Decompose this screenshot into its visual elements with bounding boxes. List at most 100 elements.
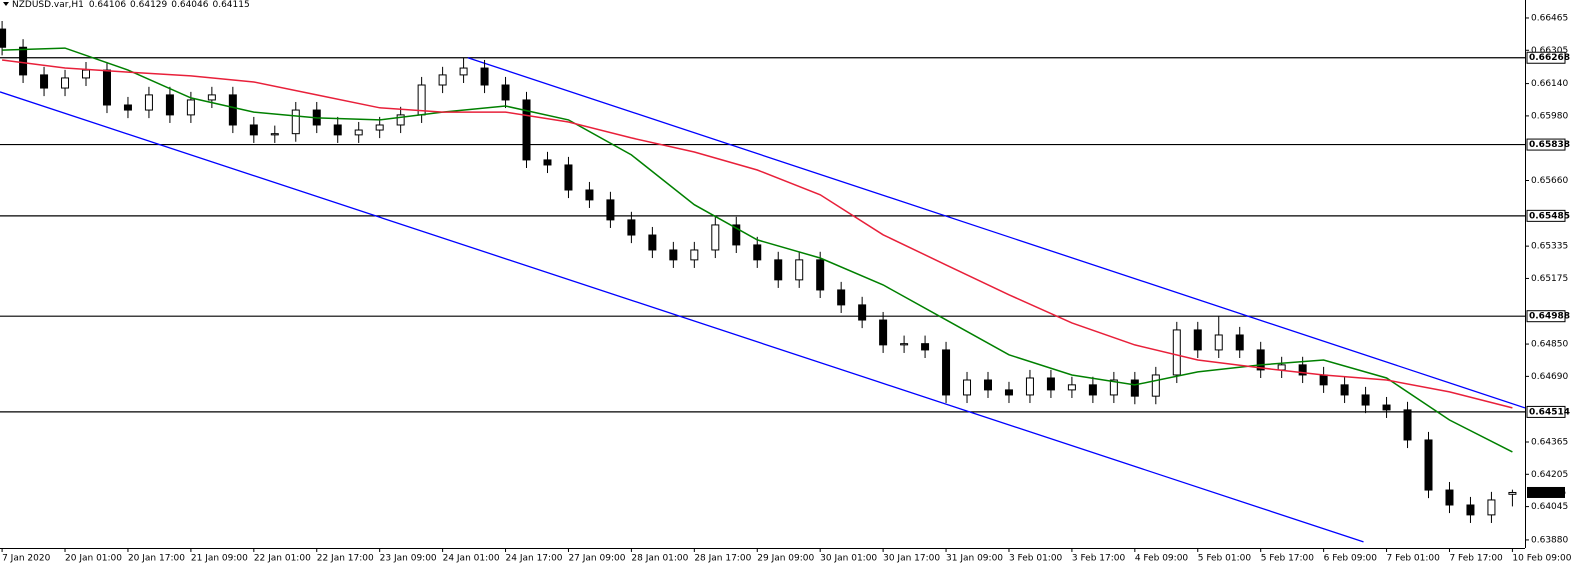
x-tick-label: 30 Jan 01:00 xyxy=(820,554,877,564)
candle-body xyxy=(438,74,447,86)
moving-average xyxy=(2,47,1513,453)
x-tick-label: 28 Jan 17:00 xyxy=(694,554,751,564)
level-label: 0.65485 xyxy=(1529,211,1570,221)
candle-body xyxy=(1298,364,1307,376)
candle-body xyxy=(1319,374,1328,386)
candle-body xyxy=(1088,384,1097,396)
candle-body xyxy=(1193,329,1202,351)
y-tick-label: 0.66465 xyxy=(1531,13,1568,23)
x-tick-label: 24 Jan 01:00 xyxy=(443,554,500,564)
candle-body xyxy=(291,109,300,135)
candle-body xyxy=(900,343,909,346)
current-price-label: 0.64115 xyxy=(1529,488,1566,498)
candle-body xyxy=(1466,504,1475,516)
candle-body xyxy=(983,379,992,391)
x-tick-label: 30 Jan 17:00 xyxy=(883,554,940,564)
level-label-box xyxy=(1526,138,1566,151)
x-tick-label: 10 Feb 09:00 xyxy=(1512,554,1571,564)
candle-body xyxy=(522,99,531,161)
candle-body xyxy=(165,94,174,116)
candle-body xyxy=(1424,439,1433,491)
y-tick-label: 0.63880 xyxy=(1531,535,1568,545)
last-close: 0.64115 xyxy=(212,0,249,10)
candle-body xyxy=(1130,379,1139,397)
candle-body xyxy=(669,249,678,261)
candle-body xyxy=(333,124,342,136)
last-low: 0.64046 xyxy=(171,0,208,10)
candle-body xyxy=(228,94,237,126)
x-tick-label: 7 Jan 2020 xyxy=(2,554,50,564)
candle-body xyxy=(0,28,7,48)
x-tick-label: 22 Jan 17:00 xyxy=(317,554,374,564)
channel-line xyxy=(0,91,1364,543)
current-price-box xyxy=(1527,486,1565,498)
y-tick-label: 0.65335 xyxy=(1531,242,1568,252)
level-label-box xyxy=(1526,51,1566,64)
candle-body xyxy=(879,319,888,346)
candle-body xyxy=(270,133,279,136)
y-tick-label: 0.66140 xyxy=(1531,79,1568,89)
candle-body xyxy=(1025,377,1034,396)
x-tick-label: 29 Jan 09:00 xyxy=(757,554,814,564)
candle-body xyxy=(19,46,28,76)
y-tick-label: 0.65980 xyxy=(1531,111,1568,121)
candle-body xyxy=(858,304,867,321)
x-tick-label: 3 Feb 17:00 xyxy=(1072,554,1126,564)
last-open: 0.64106 xyxy=(89,0,126,10)
x-tick-label: 31 Jan 09:00 xyxy=(946,554,1003,564)
x-tick-label: 5 Feb 01:00 xyxy=(1198,554,1252,564)
x-tick-label: 6 Feb 09:00 xyxy=(1324,554,1378,564)
y-tick-label: 0.64365 xyxy=(1531,437,1568,447)
candle-body xyxy=(543,159,552,166)
candle-body xyxy=(753,244,762,261)
candle-body xyxy=(711,224,720,251)
x-tick-label: 3 Feb 01:00 xyxy=(1009,554,1063,564)
candle-body xyxy=(942,349,951,396)
x-tick-label: 23 Jan 09:00 xyxy=(380,554,437,564)
x-tick-label: 4 Feb 09:00 xyxy=(1135,554,1189,564)
level-label-box xyxy=(1526,405,1566,418)
x-tick-label: 24 Jan 17:00 xyxy=(506,554,563,564)
x-tick-label: 20 Jan 17:00 xyxy=(128,554,185,564)
candle-body xyxy=(1361,394,1370,406)
level-label-box xyxy=(1526,209,1566,222)
level-label: 0.66268 xyxy=(1529,53,1570,63)
candle-body xyxy=(627,219,636,236)
menu-arrow[interactable] xyxy=(3,2,9,6)
candle-body xyxy=(480,67,489,86)
candle-body xyxy=(123,104,132,111)
candle-body xyxy=(354,129,363,136)
candle-body xyxy=(144,94,153,111)
candle-body xyxy=(186,99,195,116)
candle-body xyxy=(564,164,573,191)
candle-body xyxy=(1403,409,1412,441)
y-tick-label: 0.65660 xyxy=(1531,176,1568,186)
x-tick-label: 7 Feb 01:00 xyxy=(1387,554,1441,564)
candle-body xyxy=(732,224,741,246)
candle-body xyxy=(1046,377,1055,391)
x-tick-label: 7 Feb 17:00 xyxy=(1449,554,1503,564)
candle-body xyxy=(1067,384,1076,391)
x-tick-label: 21 Jan 09:00 xyxy=(191,554,248,564)
candle-body xyxy=(816,259,825,291)
candle-body xyxy=(1214,334,1223,351)
candle-body xyxy=(61,77,70,89)
candle-body xyxy=(82,69,91,79)
symbol: NZDUSD.var,H1 xyxy=(12,0,84,10)
candle-body xyxy=(921,343,930,351)
candle-body xyxy=(459,67,468,76)
candle-body xyxy=(40,74,49,89)
candle-body xyxy=(837,289,846,306)
level-label: 0.65838 xyxy=(1529,140,1570,150)
candle-body xyxy=(963,379,972,396)
y-tick-label: 0.64690 xyxy=(1531,372,1568,382)
candle-body xyxy=(396,114,405,126)
candle-body xyxy=(1109,379,1118,396)
chart-header: NZDUSD.var,H1 0.64106 0.64129 0.64046 0.6411… xyxy=(12,0,250,10)
moving-average xyxy=(2,59,1513,409)
candle-body xyxy=(606,199,615,221)
candle-body xyxy=(1151,374,1160,397)
candle-body xyxy=(1277,364,1286,371)
candle-body xyxy=(1235,334,1244,351)
